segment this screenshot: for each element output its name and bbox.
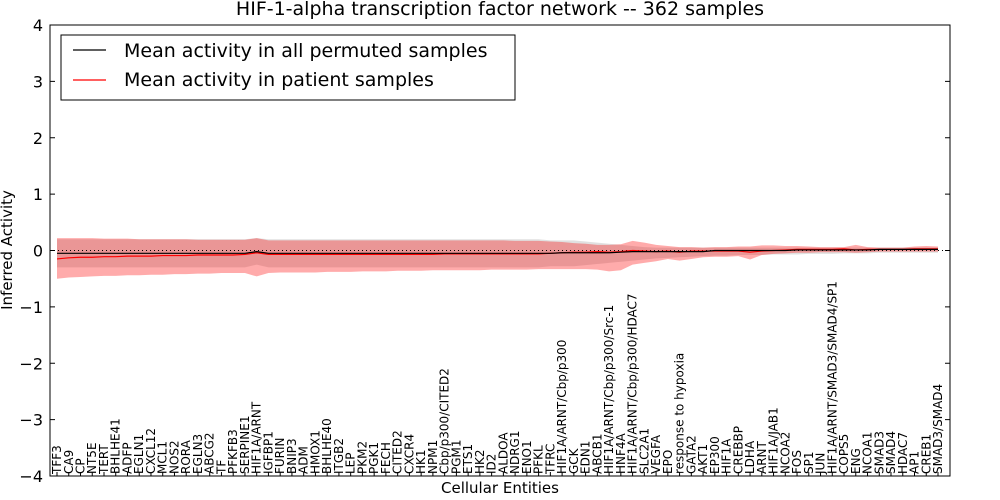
x-tick-label: response to hypoxia [673,353,687,474]
x-tick-label: AKT1 [696,444,710,474]
x-tick-label: PFKL [532,445,546,474]
x-tick-label: COPS5 [837,434,851,474]
x-tick-label: CREBBP [731,426,745,474]
x-tick-label: SERPINE1 [238,415,252,474]
x-tick-label: AP1 [908,451,922,474]
y-tick-label: −1 [19,298,43,317]
x-tick-label: EPO [661,450,675,474]
x-tick-label: PKM2 [355,441,369,474]
x-tick-label: HNF4A [614,432,628,474]
x-tick-label: TFRC [543,444,557,475]
y-tick-label: −3 [19,411,43,430]
x-tick-label: SMAD3 [872,431,886,474]
x-tick-label: MCL1 [156,441,170,474]
x-tick-label: PFKFB3 [226,429,240,474]
x-tick-label: CP [73,458,87,474]
x-tick-label: CREB1 [919,434,933,474]
y-tick-label: −4 [19,467,43,486]
x-tick-label: NOS2 [167,440,181,474]
x-tick-label: SMAD4 [884,431,898,474]
x-tick-label: BHLHE40 [320,418,334,474]
confidence-bands [57,238,938,279]
x-tick-label: ID2 [485,454,499,474]
x-tick-label: NPM1 [426,440,440,474]
x-tick-label: HIF1A/ARNT/Cbp/p300/HDAC7 [626,293,640,474]
x-tick-label: CXCL12 [144,428,158,474]
x-tick-label: LDHA [743,440,757,474]
x-tick-label: LEP [344,452,358,474]
x-tick-label: BHLHE41 [109,418,123,474]
x-tick-label: PGM1 [449,439,463,474]
x-tick-label: HIF1A/ARNT/Cbp/p300/Src-1 [602,305,616,474]
x-tick-label: SMAD3/SMAD4 [931,384,945,474]
x-tick-label: GATA2 [684,435,698,474]
x-tick-label: TF [214,460,228,475]
x-tick-label: SLC2A1 [637,428,651,474]
x-tick-label: TFF3 [50,445,64,475]
legend-label-permuted: Mean activity in all permuted samples [124,40,487,62]
x-tick-label: ENG [849,448,863,474]
x-tick-label: ITGB2 [332,438,346,474]
x-tick-label: EGLN1 [132,434,146,474]
y-tick-label: 4 [33,16,43,35]
series-lines [56,248,938,260]
x-tick-label: EP300 [708,436,722,474]
y-tick-label: 3 [33,72,43,91]
chart-title: HIF-1-alpha transcription factor network… [236,0,764,20]
y-tick-label: 2 [33,129,43,148]
x-tick-label: ALDOA [496,432,510,474]
x-tick-label: NCOA2 [778,432,792,474]
x-tick-label: HDAC7 [896,432,910,474]
x-tick-label: ARNT [755,440,769,474]
x-tick-label: HIF1A/JAB1 [767,407,781,474]
x-tick-label: NT5E [85,442,99,474]
x-tick-label: JUN [814,453,828,475]
x-tick-label: CITED2 [391,430,405,474]
x-tick-label: HK1 [414,449,428,474]
y-axis: 4 3 2 1 0 −1 −2 −3 −4 [19,16,950,486]
x-tick-label: BNIP3 [285,438,299,474]
x-tick-label: GCK [567,447,581,474]
x-tick-label: ABCG2 [203,432,217,474]
x-tick-label: EGLN3 [191,434,205,474]
x-tick-label: CA9 [62,450,76,474]
x-tick-label: ADFP [120,442,134,474]
x-tick-label: HIF1A/ARNT/SMAD3/SMAD4/SP1 [825,281,839,474]
x-tick-label: HK2 [473,449,487,474]
x-axis: TFF3CA9CPNT5ETERTBHLHE41ADFPEGLN1CXCL12M… [50,281,945,476]
x-tick-label: ETS1 [461,444,475,474]
x-tick-label: HMOX1 [308,430,322,474]
x-tick-label: HIF1A [720,438,734,474]
x-tick-label: ABCB1 [590,434,604,474]
y-tick-label: 1 [33,185,43,204]
legend-label-patient: Mean activity in patient samples [124,69,434,91]
x-tick-label: ENO1 [520,440,534,474]
x-tick-label: FECH [379,442,393,474]
x-tick-label: ADM [297,446,311,474]
legend: Mean activity in all permuted samples Me… [60,34,516,101]
x-tick-label: Cbp/p300/CITED2 [438,368,452,474]
x-tick-label: IGFBP1 [261,431,275,474]
band-patient [57,238,938,279]
x-axis-label: Cellular Entities [441,479,559,497]
x-tick-label: TERT [97,444,111,475]
x-tick-label: CXCR4 [402,434,416,474]
x-tick-label: HIF1A/ARNT [250,401,264,474]
x-tick-label: VEGFA [649,434,663,474]
x-tick-label: FOS [790,450,804,474]
x-tick-label: NCOA1 [861,432,875,474]
x-tick-label: PGK1 [367,442,381,474]
y-axis-label: Inferred Activity [0,190,16,310]
legend-box [60,34,516,101]
line-permuted-mean [57,248,938,254]
x-tick-label: HIF1A/ARNT/Cbp/p300 [555,340,569,474]
x-tick-label: RORA [179,439,193,474]
y-tick-label: −2 [19,354,43,373]
x-tick-label: EDN1 [579,441,593,474]
x-tick-label: FURIN [273,437,287,474]
x-tick-label: NDRG1 [508,431,522,475]
y-tick-label: 0 [33,242,43,261]
x-tick-label: SP1 [802,452,816,475]
